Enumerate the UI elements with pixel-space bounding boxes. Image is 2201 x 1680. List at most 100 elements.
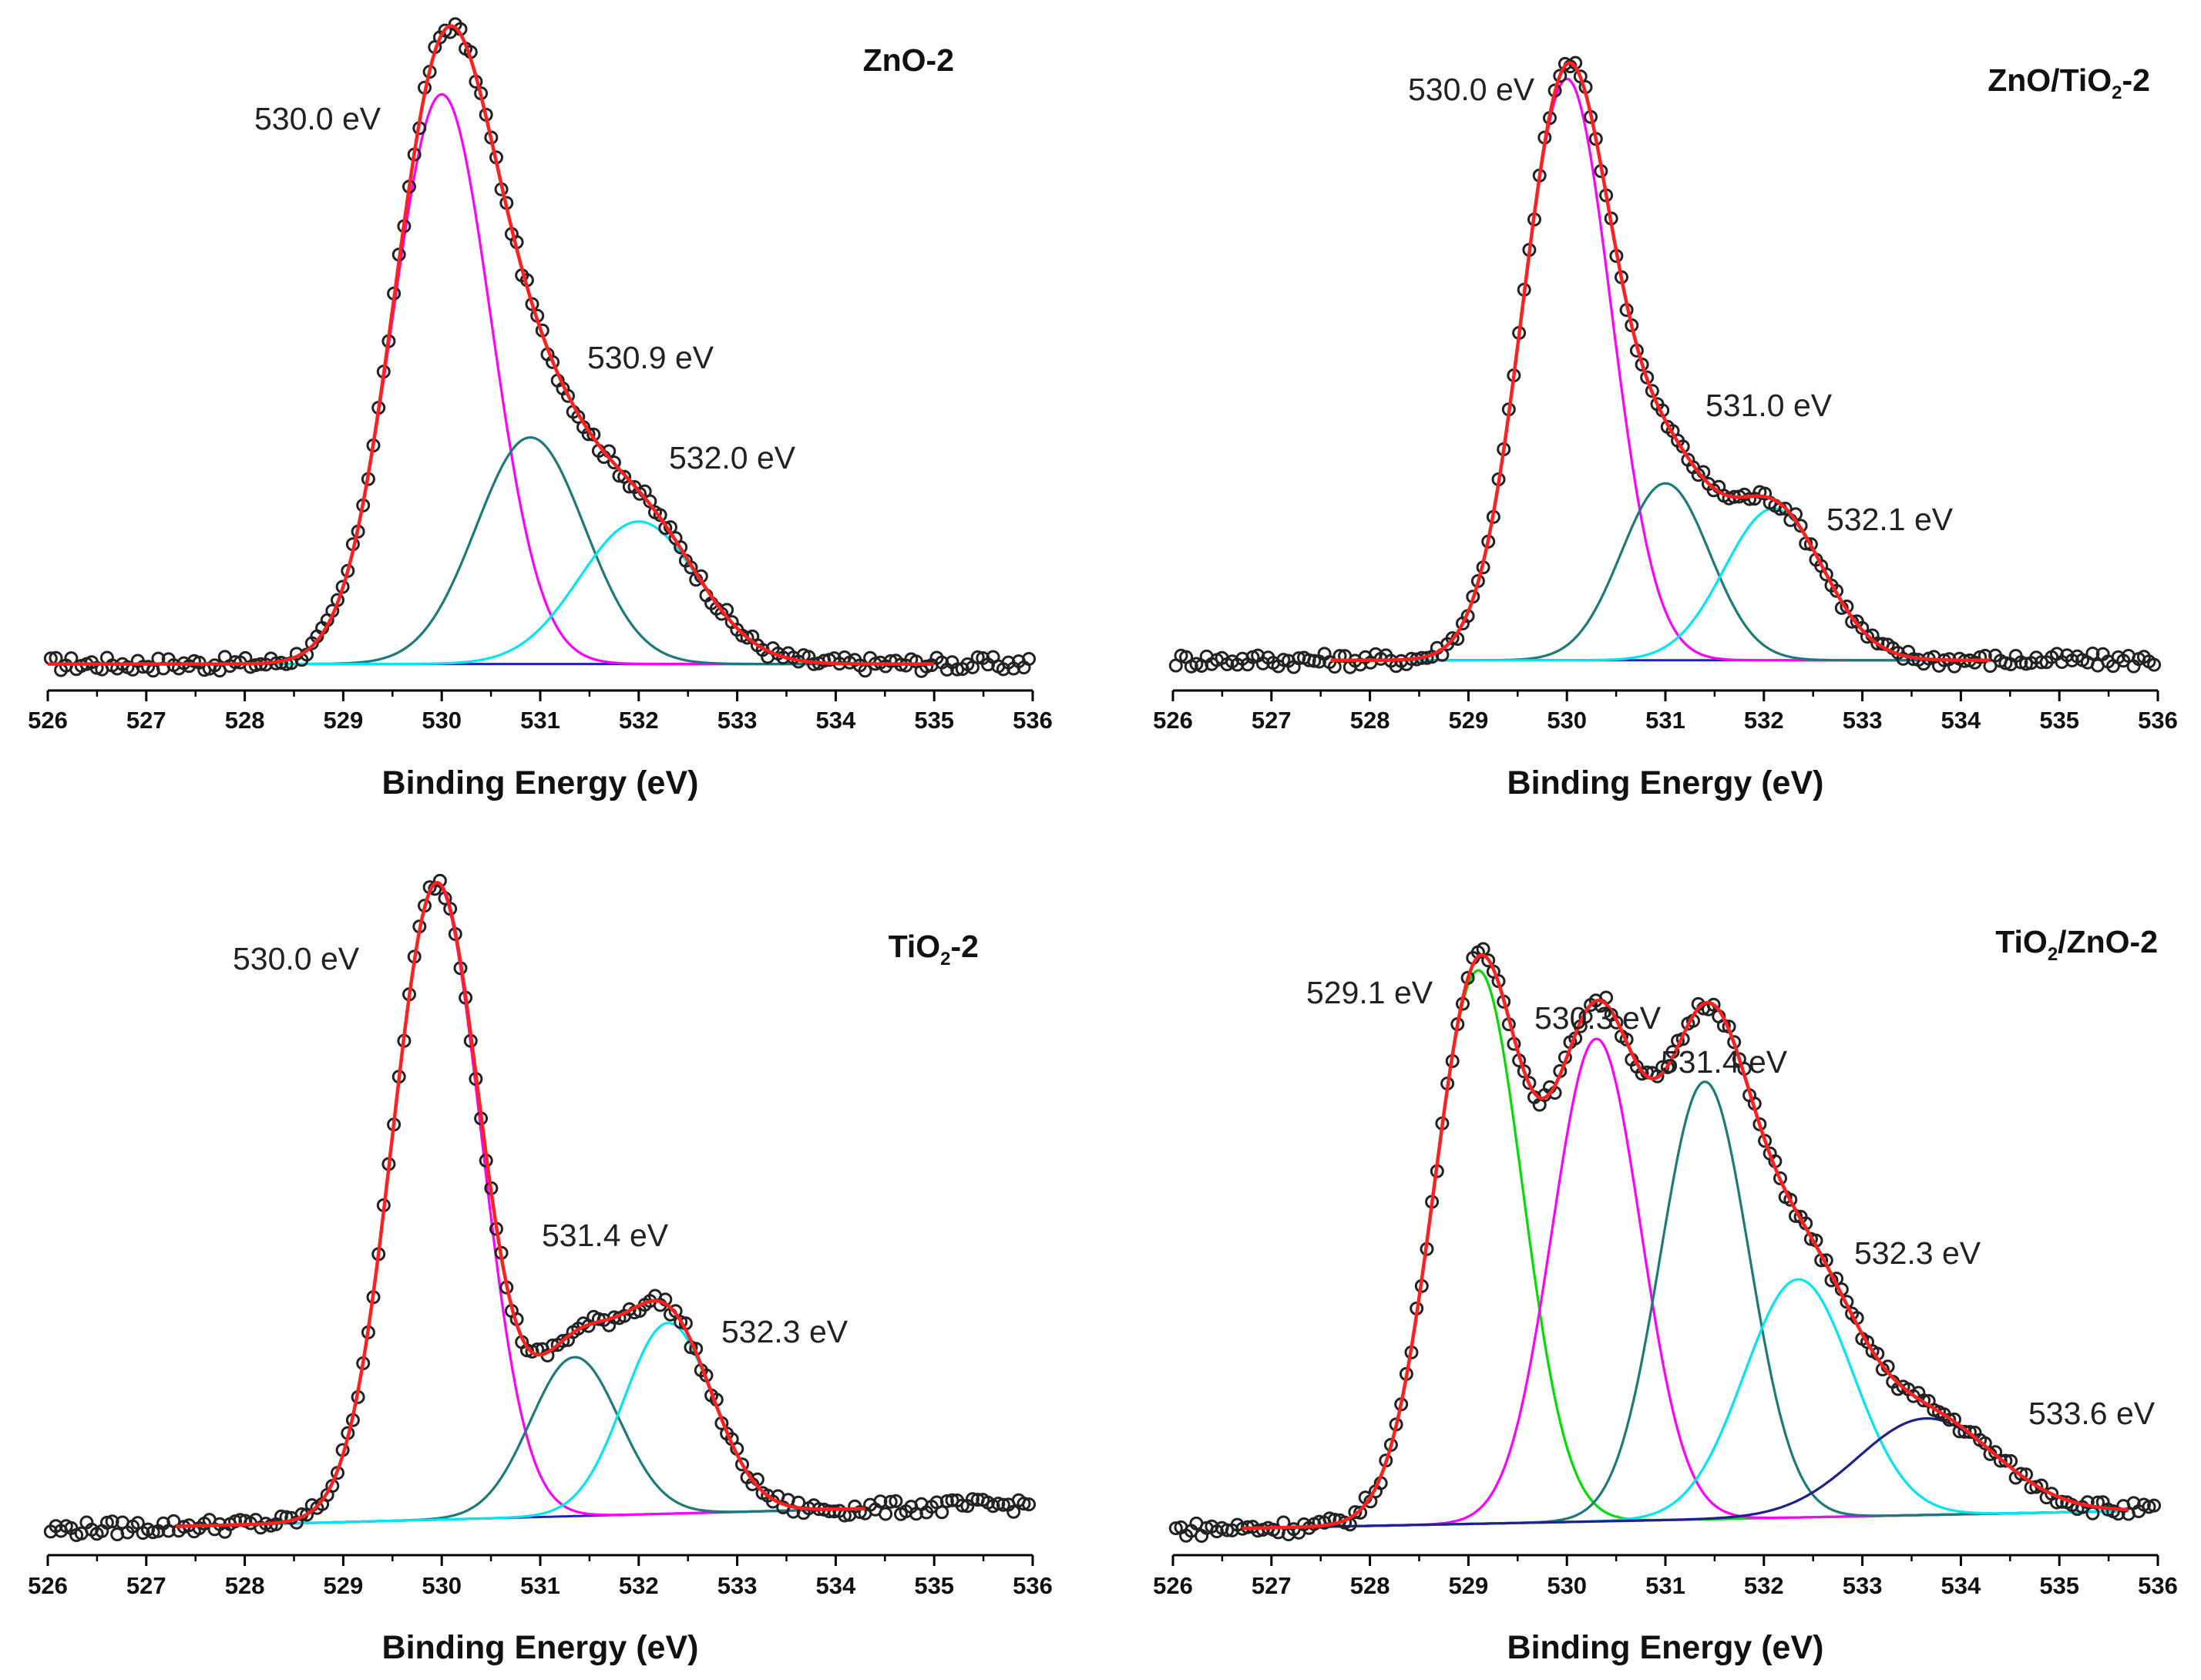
x-tick-label: 530 [1547,1572,1587,1599]
experimental-data-points [43,873,1037,1542]
peak-label: 533.6 eV [2028,1396,2156,1431]
data-point [1168,1521,1183,1536]
data-point [1220,1523,1235,1537]
x-tick-label: 529 [1449,1572,1489,1599]
data-point [1793,519,1808,533]
peak-label: 530.0 eV [254,101,381,136]
data-point [1660,1060,1675,1074]
x-tick-label: 534 [816,707,856,734]
x-tick-label: 533 [717,1572,758,1599]
data-point [1942,1413,1957,1427]
data-point [1819,567,1833,582]
x-tick-label: 527 [126,1572,166,1599]
peak-label: 530.9 eV [587,340,714,375]
data-point [1481,953,1496,968]
x-tick-label: 527 [126,707,166,734]
data-point [966,1492,980,1507]
data-point [1016,1497,1031,1511]
x-tick-label: 534 [816,1572,856,1599]
x-axis-title: Binding Energy (eV) [382,764,699,801]
data-point [2147,1498,2162,1513]
x-tick-label: 531 [1645,707,1685,734]
fitted-envelope-line [1242,953,2129,1530]
data-point [1307,654,1322,668]
data-point [1022,652,1037,666]
peak-label: 532.1 eV [1826,502,1954,537]
x-axis-title: Binding Energy (eV) [382,1629,699,1666]
data-point [955,1498,969,1513]
x-tick-label: 534 [1941,707,1981,734]
x-tick-label: 530 [422,1572,462,1599]
data-point [873,1494,888,1509]
peak-label: 532.3 eV [721,1314,848,1349]
peak-label: 530.0 eV [1408,72,1535,107]
data-point [1993,1453,2008,1468]
x-tick-label: 526 [28,707,68,734]
x-tick-label: 529 [324,1572,364,1599]
peak-label: 531.4 eV [1661,1044,1788,1080]
peak-label: 531.0 eV [1705,388,1833,423]
x-tick-label: 535 [2039,707,2079,734]
data-point [1870,637,1885,650]
data-point [2014,1467,2028,1481]
x-tick-label: 534 [1941,1572,1981,1599]
panel-title: TiO2/ZnO-2 [1995,924,2158,965]
x-tick-label: 535 [914,707,954,734]
data-point [1962,1425,1977,1440]
x-tick-label: 528 [225,1572,265,1599]
x-tick-label: 532 [1744,1572,1784,1599]
x-tick-label: 535 [2039,1572,2079,1599]
x-tick-label: 533 [1843,707,1883,734]
data-point [561,388,575,403]
x-tick-label: 526 [1153,1572,1193,1599]
x-axis-title: Binding Energy (eV) [1507,1629,1824,1666]
peak-label: 532.0 eV [669,440,796,475]
data-point [1445,631,1460,646]
x-tick-label: 532 [619,707,659,734]
x-tick-label: 531 [1645,1572,1685,1599]
data-point [653,508,667,522]
panel-title: ZnO/TiO2-2 [1988,62,2150,103]
panel-title: TiO2-2 [889,929,979,969]
data-point [1778,502,1793,516]
data-point [889,1494,903,1508]
data-point [546,354,560,369]
data-point [674,540,688,555]
x-tick-label: 536 [1013,707,1053,734]
x-tick-label: 536 [2138,1572,2178,1599]
data-point [935,1505,949,1520]
x-tick-label: 532 [1744,707,1784,734]
x-tick-label: 529 [1449,707,1489,734]
x-tick-label: 528 [1350,1572,1390,1599]
data-point [1830,583,1844,598]
x-tick-label: 535 [914,1572,954,1599]
panel-2: 526 527 528 529 530 531 532 533 534 535 536 Binding… [1153,55,2178,801]
panel-1: 526 527 528 529 530 531 532 533 534 535 536 Binding… [28,17,1053,801]
data-point [1006,1504,1021,1519]
x-tick-label: 527 [1252,1572,1292,1599]
data-point [105,1514,119,1529]
data-point [879,1507,893,1521]
data-point [607,455,621,470]
peak-label: 531.4 eV [542,1218,669,1253]
x-tick-label: 531 [520,707,560,734]
panel-3: 526 527 528 529 530 531 532 533 534 535 536 Binding… [28,873,1053,1666]
data-point [1742,492,1757,506]
data-point [970,650,985,664]
data-point [1706,997,1721,1012]
data-point [668,1304,683,1319]
data-point [939,1494,954,1508]
fitted-envelope-line [48,24,935,666]
panel-4: 526 527 528 529 530 531 532 533 534 535 536 Binding… [1153,924,2178,1666]
x-axis-title: Binding Energy (eV) [1507,764,1824,801]
x-tick-label: 536 [1013,1572,1053,1599]
peak-label: 529.1 eV [1306,975,1433,1010]
peak-label: 532.3 eV [1854,1235,1981,1271]
data-point [1773,1171,1787,1185]
x-tick-label: 529 [324,707,364,734]
x-tick-label: 530 [1547,707,1587,734]
x-tick-label: 528 [1350,707,1390,734]
panel-title: ZnO-2 [863,42,954,78]
